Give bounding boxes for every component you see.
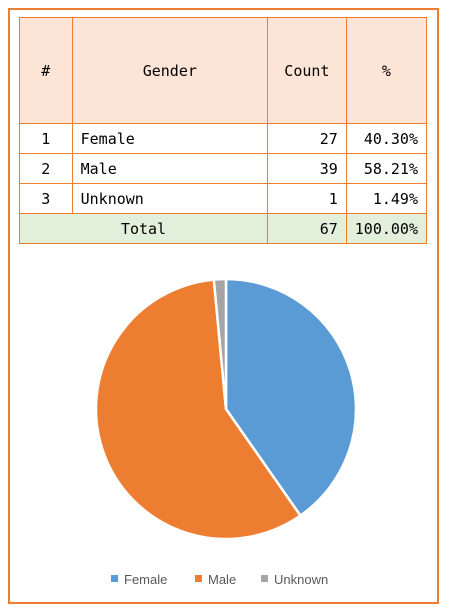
table-row: 1 Female 27 40.30% — [19, 123, 428, 154]
row-gender: Unknown — [71, 183, 269, 214]
header-count: Count — [267, 17, 347, 124]
row-percent: 1.49% — [345, 183, 428, 214]
total-row: Total 67 100.00% — [19, 213, 428, 244]
header-number: # — [19, 17, 73, 124]
row-gender: Female — [71, 123, 269, 154]
legend-swatch-female — [111, 575, 118, 582]
pie-slice-unknown — [212, 277, 228, 411]
total-percent: 100.00% — [345, 213, 428, 244]
legend-swatch-male — [195, 575, 202, 582]
pie-slice-male — [94, 278, 302, 541]
pie-slice-female — [224, 277, 358, 517]
total-label: Total — [19, 213, 268, 244]
header-gender: Gender — [71, 17, 269, 124]
legend-swatch-unknown — [261, 575, 268, 582]
gender-pie-chart: Female Male Unknown — [94, 277, 358, 587]
header-percent: % — [345, 17, 428, 124]
row-number: 1 — [19, 123, 73, 154]
pie-legend: Female Male Unknown — [111, 572, 328, 587]
row-percent: 58.21% — [345, 153, 428, 184]
legend-label-male: Male — [208, 572, 236, 587]
row-number: 3 — [19, 183, 73, 214]
table-header-row: # Gender Count % — [19, 17, 428, 124]
legend-label-female: Female — [124, 572, 167, 587]
total-count: 67 — [267, 213, 347, 244]
pie-slices — [94, 277, 358, 541]
gender-table: # Gender Count % 1 Female 27 40.30% 2 Ma… — [19, 17, 428, 244]
row-gender: Male — [71, 153, 269, 184]
row-count: 1 — [267, 183, 347, 214]
row-number: 2 — [19, 153, 73, 184]
row-percent: 40.30% — [345, 123, 428, 154]
row-count: 39 — [267, 153, 347, 184]
row-count: 27 — [267, 123, 347, 154]
table-row: 2 Male 39 58.21% — [19, 153, 428, 184]
legend-label-unknown: Unknown — [274, 572, 328, 587]
table-row: 3 Unknown 1 1.49% — [19, 183, 428, 214]
